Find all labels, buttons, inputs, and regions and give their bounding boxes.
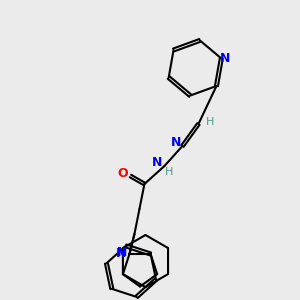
Text: N: N — [220, 52, 230, 65]
Text: H: H — [206, 117, 214, 127]
Text: N: N — [152, 157, 163, 169]
Text: O: O — [117, 167, 128, 181]
Text: N: N — [117, 247, 128, 260]
Text: N: N — [171, 136, 182, 149]
Text: H: H — [165, 167, 174, 177]
Text: N: N — [116, 248, 127, 260]
